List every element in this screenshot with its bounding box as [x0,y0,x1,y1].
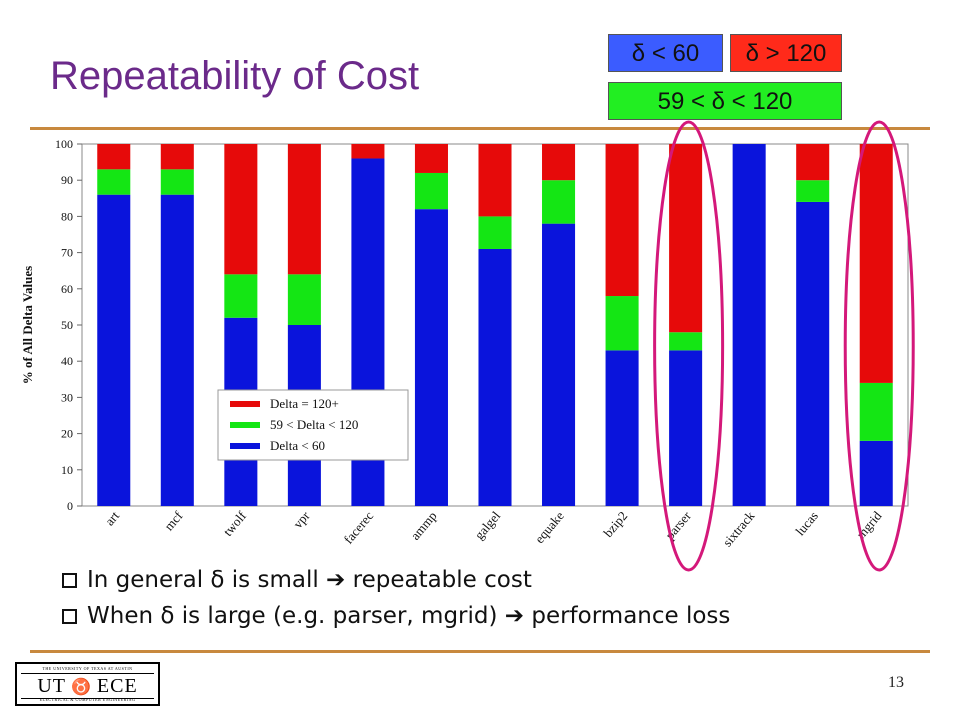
y-tick-label: 30 [61,390,73,404]
bar-segment [414,172,448,210]
top-divider [30,127,930,130]
bottom-divider [30,650,930,653]
checkbox-bullet-icon [62,573,77,588]
stacked-bar-chart: 0 10 20 30 40 50 60 70 80 90 100 art mcf twolf vpr fac… [20,120,915,572]
y-tick-marks [77,143,82,507]
bar-segment [669,350,703,506]
logo-main-text: UT ♉ ECE [21,673,154,699]
bar-segment [732,144,766,506]
slide-title: Repeatability of Cost [50,54,420,98]
bar-segment [224,144,258,275]
logo-bottom-text: ELECTRICAL & COMPUTER ENGINEERING [39,697,136,702]
bar-segment [859,440,893,506]
y-tick-label: 80 [61,209,73,223]
bullet-list: In general δ is small ➔ repeatable cost … [62,562,730,634]
bar-segment [224,274,258,318]
bar-segment [796,201,830,507]
legend-label: Delta < 60 [270,438,325,453]
bar-segment [287,274,321,325]
bar-segment [160,144,194,170]
y-tick-label: 100 [55,137,73,151]
bar-segment [796,180,830,202]
bar-segment [796,144,830,181]
bar-segment [478,248,512,507]
x-tick-label: sixtrack [720,508,758,550]
logo-left-text: UT [37,675,66,697]
legend-label: Delta = 120+ [270,396,339,411]
x-tick-label: lucas [792,508,821,538]
x-tick-label: bzip2 [600,508,630,540]
key-box-mid-delta: 59 < δ < 120 [608,82,842,120]
bullet-item: In general δ is small ➔ repeatable cost [62,562,730,598]
x-tick-labels: art mcf twolf vpr facerec ammp galgel equake bzi… [102,508,885,550]
x-tick-label: art [102,508,123,528]
x-tick-label: twolf [220,508,250,539]
bar-segment [351,144,385,159]
bar-segment [542,223,576,506]
bar-segment [160,194,194,506]
highlight-ellipse [653,120,725,572]
bar-segment [859,144,893,383]
bar-segment [414,144,448,173]
bullet-item: When δ is large (e.g. parser, mgrid) ➔ p… [62,598,730,634]
x-tick-label: mcf [161,508,186,534]
bar-segment [605,350,639,506]
bar-segment [478,216,512,249]
bar-segment [414,209,448,506]
y-tick-label: 0 [67,499,73,513]
y-tick-labels: 0 10 20 30 40 50 60 70 80 90 100 [55,137,73,513]
x-tick-label: vpr [290,508,313,531]
ut-ece-logo: THE UNIVERSITY OF TEXAS AT AUSTIN UT ♉ E… [15,662,160,706]
page-number: 13 [888,674,904,691]
y-tick-label: 10 [61,463,73,477]
key-box-high-delta: δ > 120 [730,34,842,72]
x-tick-label: facerec [341,508,377,547]
bar-segment [542,144,576,181]
bar-segment [97,194,131,506]
bullet-text: When δ is large (e.g. parser, mgrid) ➔ p… [87,603,731,629]
y-tick-label: 90 [61,173,73,187]
x-tick-label: equake [532,508,567,546]
checkbox-bullet-icon [62,609,77,624]
y-tick-label: 40 [61,354,73,368]
bullet-text: In general δ is small ➔ repeatable cost [87,567,532,593]
highlight-ellipse [843,120,915,572]
y-tick-label: 20 [61,427,73,441]
x-tick-label: galgel [471,508,503,542]
bar-segment [669,144,703,333]
x-tick-label: ammp [407,508,439,543]
bar-segment [97,169,131,195]
bar-segment [605,144,639,297]
y-axis-label: % of All Delta Values [20,266,35,384]
bar-segment [605,296,639,351]
bar-segment [669,332,703,351]
bar-segment [542,180,576,224]
chart-legend: Delta = 120+ 59 < Delta < 120 Delta < 60 [217,389,409,461]
key-box-low-delta: δ < 60 [608,34,723,72]
bar-segment [97,144,131,170]
highlight-ellipses [653,120,915,572]
y-tick-label: 70 [61,246,73,260]
bar-segment [859,382,893,441]
bar-segment [287,144,321,275]
logo-top-text: THE UNIVERSITY OF TEXAS AT AUSTIN [42,666,133,671]
longhorn-icon: ♉ [65,679,97,696]
y-tick-label: 60 [61,282,73,296]
legend-label: 59 < Delta < 120 [270,417,358,432]
bar-segment [160,169,194,195]
logo-right-text: ECE [96,675,138,697]
bar-segment [478,144,512,217]
y-tick-label: 50 [61,318,73,332]
